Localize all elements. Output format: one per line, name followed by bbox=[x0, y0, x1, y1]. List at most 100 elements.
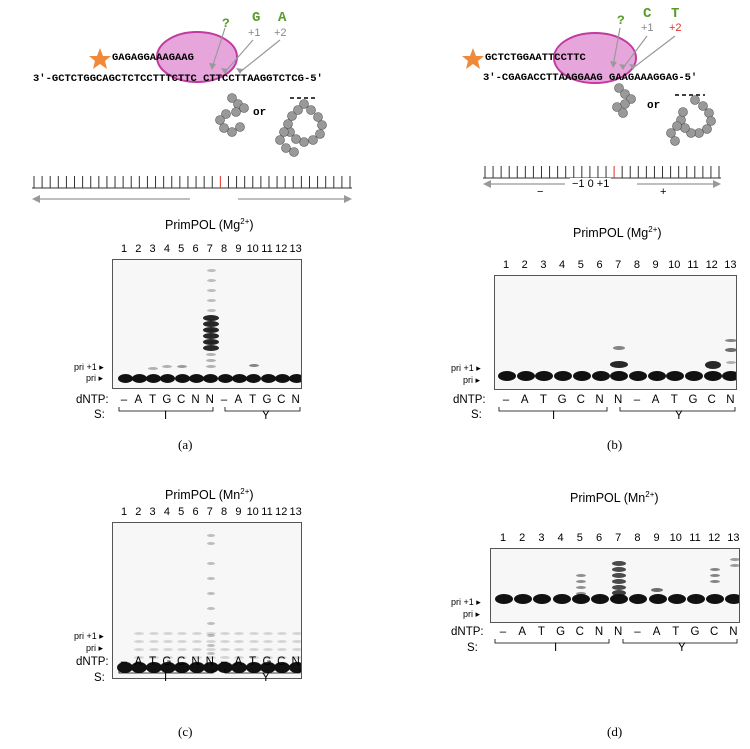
gel-band bbox=[263, 639, 273, 643]
dntp-row: – A T G C N N – A T G C N bbox=[375, 626, 750, 640]
dntp-value: C bbox=[177, 656, 186, 668]
gel-band bbox=[234, 631, 245, 635]
dntp-value: C bbox=[177, 394, 186, 406]
gel-band bbox=[730, 563, 739, 567]
dntp-value: T bbox=[672, 626, 680, 638]
dntp-value: T bbox=[149, 656, 157, 668]
s-label: S: bbox=[467, 642, 478, 654]
gel-band bbox=[162, 364, 172, 368]
gel-band bbox=[263, 631, 273, 635]
gel-band bbox=[148, 639, 159, 643]
gel-band bbox=[647, 371, 666, 381]
gel-band bbox=[495, 594, 513, 604]
dntp-value: G bbox=[556, 626, 566, 638]
star-icon bbox=[89, 48, 111, 69]
dntp-value: N bbox=[726, 394, 735, 406]
gel-band bbox=[277, 647, 288, 651]
gel-band bbox=[188, 661, 205, 673]
or-label: or bbox=[253, 107, 267, 119]
lane-number: 11 bbox=[261, 243, 273, 255]
gel-band bbox=[651, 588, 663, 592]
lane-number: 10 bbox=[668, 259, 681, 271]
gel-band bbox=[628, 371, 647, 381]
gel-band bbox=[191, 639, 202, 643]
gel-band bbox=[263, 655, 273, 659]
gel-band bbox=[203, 327, 219, 333]
marker-pri: pri ▸ bbox=[463, 375, 481, 385]
s-label: S: bbox=[94, 409, 105, 421]
gel-band bbox=[591, 371, 610, 381]
gel-band bbox=[706, 594, 725, 604]
dntp-value: C bbox=[576, 394, 585, 406]
lane-number: 3 bbox=[149, 243, 156, 255]
lane-number: 1 bbox=[499, 532, 507, 544]
dntp-value: N bbox=[291, 394, 300, 406]
dntp-value: T bbox=[539, 394, 547, 406]
lane-number: 3 bbox=[538, 532, 545, 544]
gel-band bbox=[687, 594, 705, 604]
gel-band bbox=[248, 639, 259, 643]
dntp-value: – bbox=[120, 394, 128, 406]
gel-band bbox=[260, 373, 276, 383]
gel-band bbox=[291, 639, 301, 643]
lane-number: 1 bbox=[120, 506, 128, 518]
primer-sequence: GCTCTGGAATTCCTTC bbox=[485, 52, 586, 64]
gel-band bbox=[131, 661, 148, 673]
dntp-value: G bbox=[262, 394, 272, 406]
gel-band bbox=[533, 594, 552, 604]
gel-band bbox=[498, 371, 516, 381]
gel-band bbox=[234, 655, 245, 659]
lane-number: 4 bbox=[163, 243, 170, 255]
unknown-position: ? bbox=[617, 13, 625, 28]
gel-band bbox=[203, 315, 219, 321]
gel-band bbox=[277, 639, 288, 643]
lane-number: 2 bbox=[521, 259, 528, 271]
gel-band bbox=[207, 643, 215, 647]
gel-band bbox=[207, 541, 215, 545]
gel-band bbox=[571, 594, 590, 604]
gel-band bbox=[205, 631, 216, 635]
gel-band bbox=[576, 579, 586, 583]
lane-number: 3 bbox=[540, 259, 547, 271]
dntp-row: – A T G C N N – A T G C N bbox=[0, 394, 375, 408]
dntp-value: A bbox=[518, 626, 527, 638]
gel-image bbox=[490, 548, 740, 623]
lane-number: 1 bbox=[120, 243, 128, 255]
dntp-label: dNTP: bbox=[451, 626, 484, 638]
marker-pri: pri ▸ bbox=[463, 609, 481, 619]
gel-band bbox=[667, 594, 686, 604]
gel-band bbox=[289, 373, 301, 383]
gel-band bbox=[274, 661, 291, 673]
diagram-a-graphics bbox=[32, 27, 352, 203]
gel-band bbox=[134, 631, 145, 635]
lane-number: 2 bbox=[519, 532, 526, 544]
gel-band bbox=[612, 584, 626, 590]
lane-number: 5 bbox=[178, 243, 185, 255]
gel-band bbox=[710, 579, 720, 583]
lane-number: 8 bbox=[221, 243, 228, 255]
gel-band bbox=[648, 594, 667, 604]
lane-number: 12 bbox=[708, 532, 721, 544]
or-label: or bbox=[647, 100, 661, 112]
gel-band bbox=[159, 661, 176, 673]
dntp-value: N bbox=[594, 626, 604, 638]
gel-band bbox=[552, 594, 571, 604]
dntp-value: G bbox=[557, 394, 567, 406]
gel-band bbox=[220, 631, 231, 635]
bead-chain-short bbox=[612, 83, 636, 118]
dntp-value: N bbox=[205, 656, 214, 668]
s-bracket bbox=[118, 407, 301, 412]
gel-band bbox=[277, 631, 288, 635]
lane-number: 13 bbox=[727, 532, 740, 544]
lane-number: 3 bbox=[149, 506, 156, 518]
lane-number: 4 bbox=[559, 259, 566, 271]
panel-title: PrimPOL (Mn2+) bbox=[165, 487, 254, 503]
scale-plus: + bbox=[660, 186, 667, 198]
dntp-row: – A T G C N N – A T G C N bbox=[375, 394, 750, 408]
diagram-a: GAGAGGAAAGAAG 3′-GCTCTGGCAGCTCTCCTTTCTTC… bbox=[0, 0, 375, 210]
s-left: I bbox=[554, 642, 558, 654]
gel-band bbox=[206, 268, 216, 272]
dntp-value: C bbox=[710, 626, 719, 638]
gel-band bbox=[145, 661, 162, 673]
gel-image bbox=[112, 259, 302, 389]
